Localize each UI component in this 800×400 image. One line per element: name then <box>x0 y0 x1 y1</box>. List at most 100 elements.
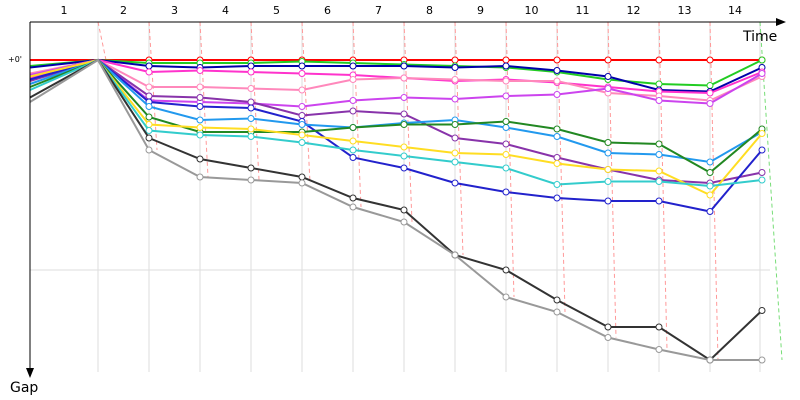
lap-label: 2 <box>120 4 127 17</box>
series-point <box>298 62 306 70</box>
series-point <box>196 83 204 91</box>
series-point <box>400 152 408 160</box>
series-point <box>196 116 204 124</box>
series-point <box>349 203 357 211</box>
series-point <box>400 110 408 118</box>
series-point <box>247 176 255 184</box>
series-point <box>145 146 153 154</box>
series-point <box>298 131 306 139</box>
series-point <box>196 67 204 74</box>
series-point <box>451 149 459 157</box>
series-point <box>706 56 714 64</box>
lap-connector <box>352 21 362 208</box>
series-point <box>349 62 357 70</box>
series-point <box>758 146 766 154</box>
series-point <box>400 206 408 214</box>
series-point <box>758 169 766 176</box>
series-point <box>758 70 766 77</box>
series-point <box>196 155 204 163</box>
series-point <box>400 62 408 70</box>
series-point <box>604 178 612 185</box>
series-point <box>553 296 561 304</box>
series-point <box>349 146 357 154</box>
lap-label: 5 <box>273 4 280 17</box>
lap-connector <box>199 21 209 178</box>
series-point <box>247 164 255 172</box>
series-point <box>400 94 408 101</box>
series-point <box>553 194 561 202</box>
lap-gridlines <box>30 22 770 372</box>
lap-label: 12 <box>627 4 641 17</box>
series-point <box>247 68 255 76</box>
series-point <box>502 56 510 64</box>
axes: Time Gap +0' <box>8 18 786 396</box>
series-point <box>604 323 612 331</box>
series-point <box>349 154 357 161</box>
series-point <box>247 85 255 92</box>
series-point <box>145 134 153 142</box>
series-point <box>145 113 153 121</box>
lap-label: 7 <box>375 4 382 17</box>
series-point <box>706 169 714 176</box>
series-point <box>502 266 510 274</box>
series-point <box>553 91 561 98</box>
series-point <box>553 125 561 133</box>
lap-connector <box>97 21 107 61</box>
series-point <box>145 62 153 70</box>
series-point <box>706 100 714 107</box>
lap-connector <box>250 21 260 181</box>
series-point <box>655 346 663 353</box>
series-point <box>298 86 306 94</box>
series-point <box>502 164 510 172</box>
series-point <box>706 191 714 199</box>
series-point <box>298 121 306 128</box>
lap-label: 10 <box>525 4 539 17</box>
series-point <box>247 115 255 122</box>
series-point <box>196 103 204 110</box>
lap-label: 8 <box>426 4 433 17</box>
series-point <box>553 133 561 140</box>
series-point <box>451 134 459 142</box>
series-point <box>451 56 459 64</box>
gap-axis-label: Gap <box>10 380 38 396</box>
lap-label: 6 <box>324 4 331 17</box>
series-point <box>451 76 459 83</box>
series-point <box>604 73 612 80</box>
series-point <box>655 323 663 331</box>
series-point <box>604 197 612 205</box>
series-point <box>196 94 204 101</box>
time-axis-arrow <box>776 18 786 26</box>
series-point <box>247 125 255 133</box>
lap-label: 11 <box>576 4 590 17</box>
series-point <box>349 76 357 83</box>
series-point <box>758 176 766 184</box>
series-point <box>553 160 561 167</box>
series-point <box>451 95 459 103</box>
series-point <box>655 197 663 205</box>
series-point <box>298 70 306 77</box>
series-point <box>706 182 714 190</box>
series-point <box>451 64 459 71</box>
series-point <box>758 56 766 64</box>
series-line <box>29 58 763 362</box>
series-point <box>400 143 408 151</box>
series-point <box>655 167 663 175</box>
series-line <box>29 58 763 197</box>
series-point <box>502 188 510 196</box>
series-point <box>247 98 255 106</box>
series-point <box>451 251 459 259</box>
series-point <box>145 68 153 76</box>
series-point <box>706 356 714 364</box>
series-point <box>298 139 306 146</box>
series-point <box>553 181 561 188</box>
series-point <box>655 178 663 185</box>
series-point <box>604 166 612 173</box>
series-point <box>604 334 612 341</box>
series-point <box>706 208 714 215</box>
series-point <box>655 151 663 158</box>
lap-labels: 1 2 3 4 5 6 7 8 9 10 11 12 13 14 <box>61 4 743 17</box>
series-point <box>247 133 255 140</box>
series-point <box>349 107 357 115</box>
series-point <box>298 179 306 187</box>
